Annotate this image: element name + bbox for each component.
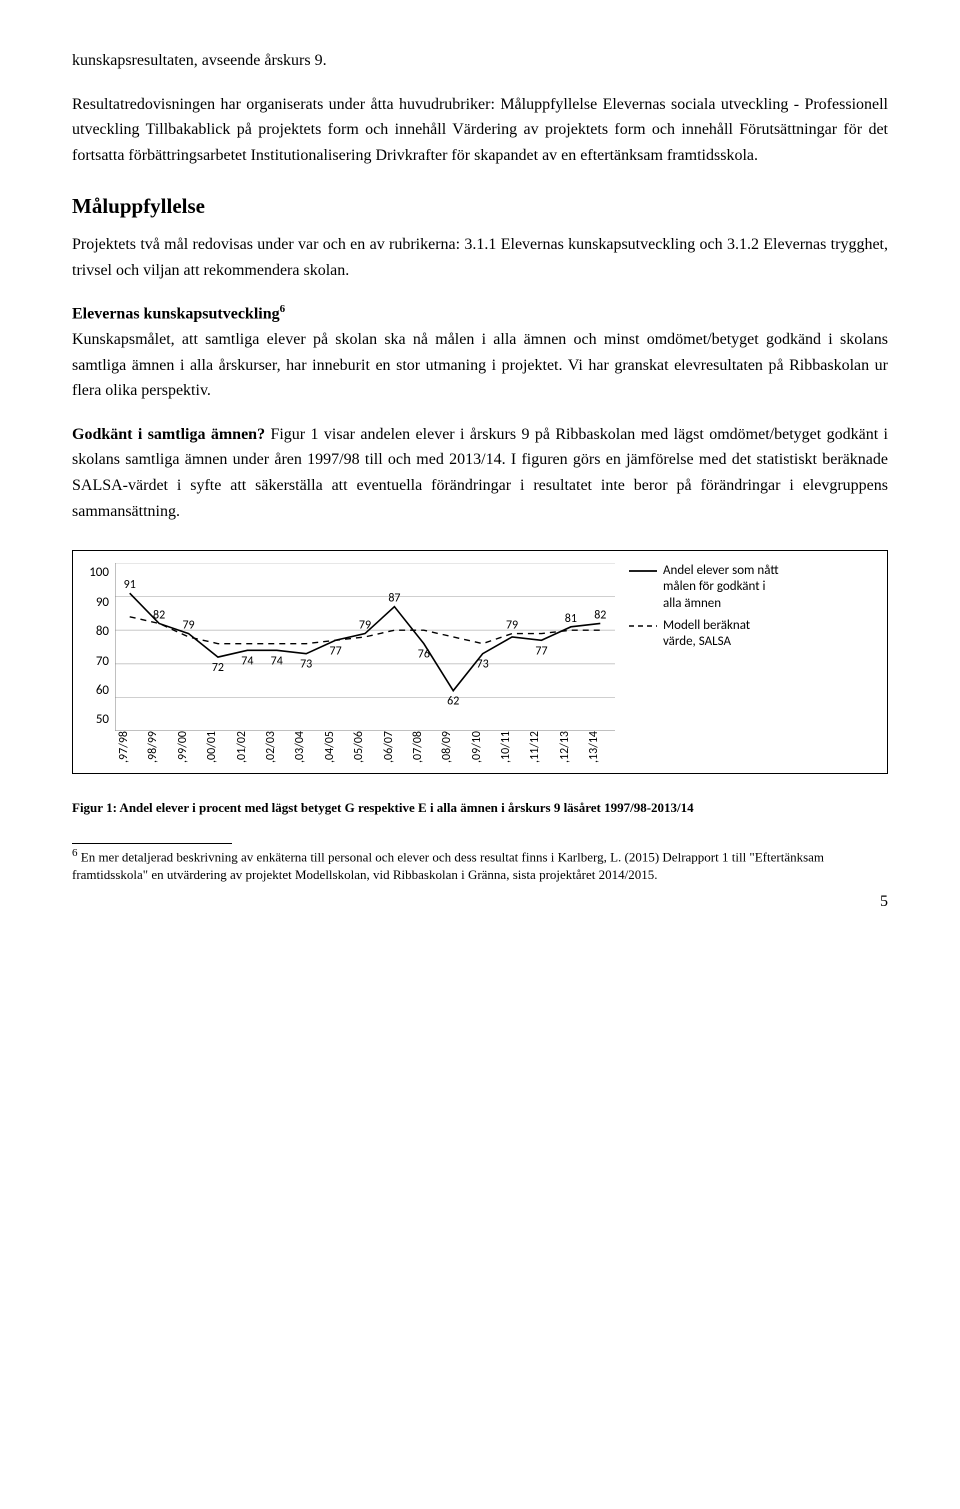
chart-data-label: 73 (477, 658, 489, 672)
chart-y-axis: 100 90 80 70 60 50 (83, 563, 115, 731)
x-tick-label: ,09/10 (468, 731, 497, 767)
figure-caption: Figur 1: Andel elever i procent med lägs… (72, 798, 888, 819)
chart-x-axis: ,97/98,98/99,99/00,00/01,01/02,02/03,03/… (83, 731, 877, 767)
y-tick-label: 70 (83, 652, 109, 673)
chart-legend: Andel elever som nått målen för godkänt … (615, 563, 779, 731)
page-number: 5 (72, 889, 888, 915)
legend-label: Modell beräknat värde, SALSA (663, 618, 779, 651)
y-tick-label: 50 (83, 710, 109, 731)
section-paragraph: Godkänt i samtliga ämnen? Figur 1 visar … (72, 422, 888, 524)
x-tick-label: ,13/14 (585, 731, 614, 767)
footnote-rule (72, 843, 232, 844)
x-tick-label: ,02/03 (262, 731, 291, 767)
chart-data-label: 82 (153, 609, 165, 623)
chart-data-label: 91 (124, 578, 136, 592)
x-tick-label: ,10/11 (497, 731, 526, 767)
footnote-ref-6: 6 (280, 303, 286, 315)
legend-label: Andel elever som nått målen för godkänt … (663, 563, 779, 612)
chart-data-label: 77 (535, 645, 547, 659)
y-tick-label: 100 (83, 563, 109, 584)
chart-data-label: 87 (388, 592, 400, 606)
section-paragraph: Elevernas kunskapsutveckling6 Kunskapsmå… (72, 301, 888, 404)
intro-fragment: kunskapsresultaten, avseende årskurs 9. (72, 48, 888, 74)
chart-series-line (130, 593, 601, 690)
x-tick-label: ,05/06 (350, 731, 379, 767)
legend-item: Andel elever som nått målen för godkänt … (629, 563, 779, 612)
chart-data-label: 79 (182, 619, 194, 633)
subheading-elevernas-kunskap: Elevernas kunskapsutveckling (72, 305, 280, 322)
footnote-text: En mer detaljerad beskrivning av enkäter… (72, 849, 824, 882)
x-tick-label: ,00/01 (203, 731, 232, 767)
x-tick-label: ,04/05 (321, 731, 350, 767)
section-title-maluppfyllelse: Måluppfyllelse (72, 190, 888, 224)
chart-data-label: 74 (241, 655, 253, 669)
y-tick-label: 60 (83, 681, 109, 702)
chart-data-label: 82 (594, 609, 606, 623)
legend-item: Modell beräknat värde, SALSA (629, 618, 779, 651)
chart-data-label: 79 (359, 619, 371, 633)
chart-plot-area: 91 82 79 72 74 74 73 79 87 76 62 73 77 81 82 77 79 (115, 563, 615, 731)
body-text: Kunskapsmålet, att samtliga elever på sk… (72, 331, 888, 399)
section-paragraph: Projektets två mål redovisas under var o… (72, 232, 888, 283)
x-tick-label: ,06/07 (380, 731, 409, 767)
chart-data-label: 73 (300, 658, 312, 672)
x-tick-label: ,98/99 (144, 731, 173, 767)
chart-data-label: 62 (447, 695, 459, 709)
x-tick-label: ,08/09 (438, 731, 467, 767)
chart-data-label: 79 (506, 619, 518, 633)
x-tick-label: ,12/13 (556, 731, 585, 767)
chart-data-label: 74 (271, 655, 283, 669)
line-chart-figure-1: 100 90 80 70 60 50 91 82 79 72 74 74 73 79 87 76 62 73 77… (72, 550, 888, 774)
subheading-godkant: Godkänt i samtliga ämnen? (72, 426, 265, 443)
y-tick-label: 80 (83, 622, 109, 643)
x-tick-label: ,99/00 (174, 731, 203, 767)
x-tick-label: ,07/08 (409, 731, 438, 767)
chart-data-label: 77 (330, 645, 342, 659)
intro-paragraph: Resultatredovisningen har organiserats u… (72, 92, 888, 169)
x-tick-label: ,11/12 (526, 731, 555, 767)
y-tick-label: 90 (83, 593, 109, 614)
x-tick-label: ,97/98 (115, 731, 144, 767)
footnote-6: 6 En mer detaljerad beskrivning av enkät… (72, 846, 888, 883)
chart-data-label: 76 (418, 648, 430, 662)
chart-data-label: 81 (565, 612, 577, 626)
x-tick-label: ,03/04 (291, 731, 320, 767)
chart-data-label: 72 (212, 661, 224, 675)
x-tick-label: ,01/02 (233, 731, 262, 767)
